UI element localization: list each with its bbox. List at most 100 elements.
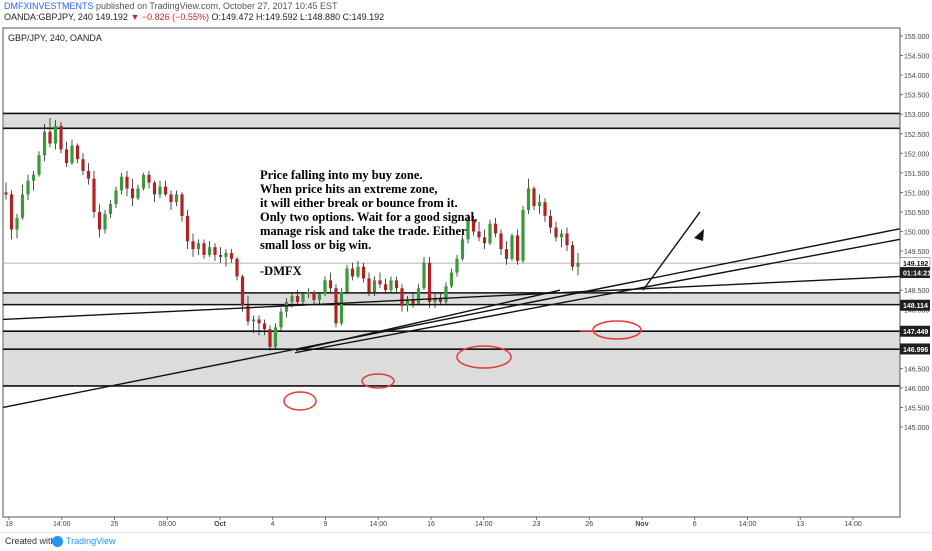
x-tick-label: 08:00	[158, 521, 176, 528]
candle-body	[493, 223, 498, 234]
y-tick-label: 150.500	[904, 210, 929, 217]
author-name[interactable]: DMFXINVESTMENTS	[4, 1, 94, 11]
candle-body	[158, 186, 162, 195]
candle-body	[488, 223, 492, 244]
zone-rect	[4, 331, 900, 386]
x-tick-label: 13	[796, 521, 804, 528]
tradingview-brand-link[interactable]: TradingView	[66, 536, 116, 546]
candle-body	[317, 294, 322, 300]
candle-body	[521, 209, 525, 261]
candle-body	[97, 211, 102, 230]
publish-info: DMFXINVESTMENTS published on TradingView…	[4, 1, 338, 11]
chart-area[interactable]: 155.000 154.500 154.000 153.500 153.000 152.5…	[0, 27, 932, 532]
note-line: it will either break or bounce from it.	[260, 196, 458, 210]
candle-body	[323, 280, 327, 295]
candle-body	[70, 145, 74, 164]
candle-body	[455, 258, 459, 273]
candle-body	[202, 243, 206, 255]
candle-body	[499, 233, 503, 250]
candle-body	[53, 125, 58, 144]
candle-body	[42, 131, 47, 156]
candle-body	[147, 174, 151, 183]
candle-body	[196, 243, 201, 250]
candle-body	[471, 219, 476, 232]
note-line: When price hits an extreme zone,	[260, 182, 438, 196]
x-tick-label: 4	[271, 521, 275, 528]
candle-body	[279, 311, 283, 328]
candle-body	[301, 294, 305, 302]
y-tick-label: 153.000	[904, 112, 929, 119]
created-with-label: Created with	[5, 536, 56, 546]
candle-body	[218, 254, 223, 257]
candle-body	[125, 176, 129, 189]
price-label: 146.996	[903, 347, 928, 354]
note-line: small loss or big win.	[260, 238, 372, 252]
publish-text: published on TradingView.com, October 27…	[96, 1, 338, 11]
candle-body	[515, 235, 520, 261]
x-tick-label: 14:00	[844, 521, 862, 528]
candle-body	[207, 247, 212, 255]
candlestick-chart[interactable]: 155.000 154.500 154.000 153.500 153.000 152.5…	[0, 27, 932, 532]
candle-body	[389, 280, 393, 291]
y-tick-label: 146.000	[904, 386, 929, 393]
note-line: Price falling into my buy zone.	[260, 168, 423, 182]
candle-body	[482, 237, 487, 244]
x-tick-label: 14:00	[369, 521, 387, 528]
candle-body	[411, 299, 415, 304]
candle-body	[433, 297, 437, 302]
price-label: 148.114	[903, 303, 928, 310]
candle-body	[103, 213, 107, 230]
tradingview-logo-icon[interactable]	[52, 536, 63, 547]
y-tick-label: 150.000	[904, 230, 929, 237]
y-tick-label: 151.000	[904, 190, 929, 197]
candle-body	[108, 204, 113, 214]
annotation-ellipse	[456, 345, 512, 369]
candle-body	[339, 292, 344, 324]
candle-body	[554, 227, 558, 238]
candle-body	[422, 262, 426, 289]
symbol-info: OANDA:GBPJPY, 240 149.192 ▼ −0.826 (−0.5…	[4, 12, 384, 22]
x-tick-label: Nov	[635, 521, 648, 528]
price-label-box	[900, 267, 930, 279]
candle-body	[438, 297, 443, 302]
candle-body	[141, 174, 146, 189]
note-line: manage risk and take the trade. Either	[260, 224, 467, 238]
x-tick-label: 9	[324, 521, 328, 528]
candle-body	[257, 319, 261, 324]
y-tick-label: 154.500	[904, 54, 929, 61]
candle-body	[152, 182, 157, 195]
candle-body	[169, 194, 173, 203]
y-tick-label: 148.500	[904, 288, 929, 295]
candle-body	[466, 219, 470, 240]
x-tick-label: 6	[693, 521, 697, 528]
candle-body	[185, 215, 190, 242]
footer: Created with TradingView	[0, 532, 932, 551]
candle-body	[9, 194, 14, 230]
candle-body	[576, 263, 580, 267]
x-tick-label: 25	[111, 521, 119, 528]
x-tick-label: 23	[533, 521, 541, 528]
candle-body	[345, 268, 349, 293]
ohlc-values: O:149.472 H:149.592 L:148.880 C:149.192	[211, 12, 385, 22]
candle-body	[163, 186, 168, 195]
candle-body	[191, 241, 195, 250]
chart-header: DMFXINVESTMENTS published on TradingView…	[0, 0, 932, 24]
candle-body	[356, 266, 360, 277]
candle-body	[334, 288, 338, 324]
candle-body	[64, 149, 69, 164]
y-tick-label: 148.000	[904, 308, 929, 315]
candle-body	[26, 180, 30, 195]
trendline	[295, 289, 561, 352]
candle-body	[119, 176, 124, 191]
x-tick-label: 14:00	[53, 521, 71, 528]
candle-body	[306, 292, 311, 295]
candle-body	[537, 202, 542, 207]
y-tick-label: 145.000	[904, 425, 929, 432]
price-label-box	[900, 299, 930, 311]
candle-body	[394, 280, 399, 289]
candle-body	[273, 327, 278, 347]
x-tick-label: 14:00	[739, 521, 757, 528]
y-tick-label: 152.500	[904, 132, 929, 139]
candle-body	[570, 245, 575, 267]
candle-body	[449, 272, 454, 287]
